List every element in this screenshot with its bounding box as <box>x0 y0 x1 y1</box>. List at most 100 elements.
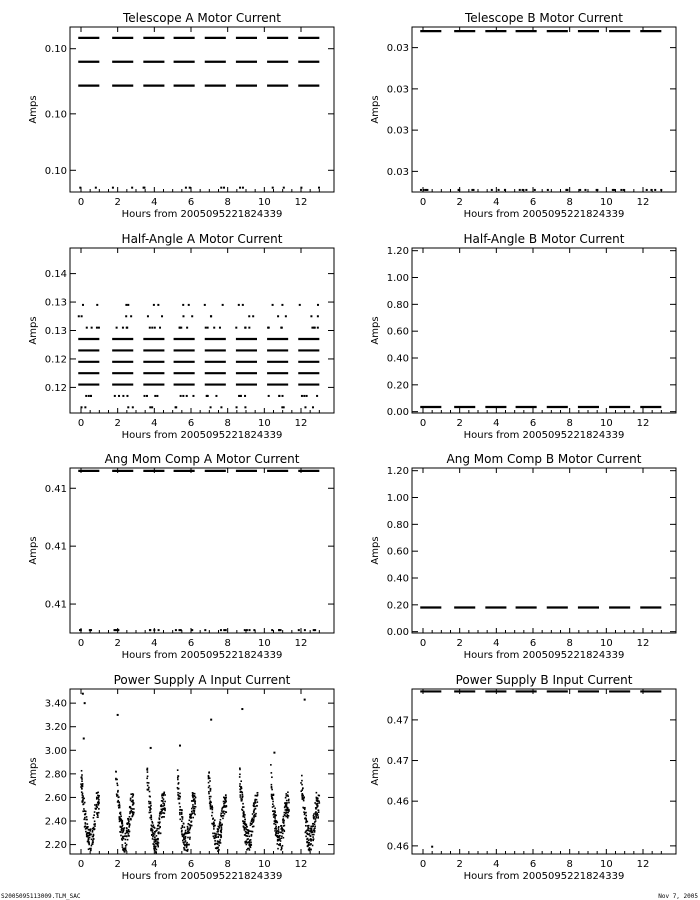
data-point <box>81 784 84 787</box>
x-tick-label: 6 <box>530 418 536 429</box>
data-point <box>97 796 100 798</box>
data-point <box>240 787 243 790</box>
data-point <box>310 315 313 318</box>
data-point <box>159 825 161 828</box>
data-point <box>187 830 190 832</box>
data-point <box>113 394 116 397</box>
data-point <box>132 801 134 803</box>
data-point <box>163 816 165 818</box>
data-point <box>254 805 256 808</box>
data-point <box>279 831 281 834</box>
data-point <box>82 798 84 801</box>
data-point <box>504 188 507 191</box>
data-point <box>190 810 193 813</box>
data-point <box>246 838 249 841</box>
data-point <box>209 807 212 810</box>
data-point <box>153 833 156 835</box>
data-point <box>222 815 225 817</box>
data-point <box>286 816 289 819</box>
outlier-point <box>303 698 306 701</box>
data-point <box>83 813 86 816</box>
data-point <box>179 813 181 816</box>
data-point <box>152 824 155 827</box>
data-point <box>245 841 247 844</box>
data-point <box>155 835 158 837</box>
data-point <box>240 780 243 783</box>
data-point <box>123 851 126 853</box>
data-point <box>216 831 219 833</box>
data-point <box>303 812 306 814</box>
data-point <box>178 797 181 800</box>
data-point <box>317 186 320 189</box>
data-point <box>158 813 161 815</box>
data-point <box>223 802 225 805</box>
data-point <box>208 795 211 798</box>
data-point <box>274 823 277 826</box>
data-point <box>162 812 165 814</box>
data-point <box>222 811 224 814</box>
data-point <box>302 787 304 789</box>
data-point <box>209 790 212 792</box>
data-point <box>89 849 92 852</box>
data-point <box>183 835 185 837</box>
data-point <box>186 825 189 828</box>
data-point <box>315 803 318 805</box>
data-point <box>187 827 189 830</box>
data-point <box>207 775 210 778</box>
data-point <box>124 842 127 844</box>
data-point <box>151 834 153 836</box>
data-point <box>95 796 98 799</box>
data-point <box>305 835 307 838</box>
data-point <box>88 833 91 835</box>
data-point <box>274 827 276 830</box>
data-point <box>244 814 246 816</box>
data-point <box>85 326 88 329</box>
data-point <box>315 791 318 794</box>
data-point <box>303 796 305 799</box>
data-point <box>159 821 161 823</box>
data-point <box>302 806 304 809</box>
data-point <box>272 810 274 812</box>
data-point <box>80 784 83 787</box>
chart-4: Half-Angle B Motor Current 0 2 4 6 8 10 12 Hours… <box>370 232 677 441</box>
data-point <box>131 796 134 798</box>
data-point <box>121 820 124 822</box>
data-points <box>420 690 662 848</box>
data-point <box>223 796 226 799</box>
y-tick-label: 0.14 <box>45 269 67 280</box>
data-point <box>194 805 197 808</box>
data-point <box>193 798 196 800</box>
data-point <box>189 817 192 819</box>
data-point <box>116 795 118 797</box>
data-point <box>248 849 251 851</box>
x-axis-label: Hours from 2005095221824339 <box>122 871 283 882</box>
data-point <box>152 303 155 306</box>
data-point <box>120 834 122 837</box>
data-point <box>311 844 314 847</box>
data-point <box>249 839 252 841</box>
x-tick-label: 12 <box>637 859 650 870</box>
data-point <box>220 828 223 830</box>
data-point <box>246 829 249 831</box>
data-point <box>318 802 321 804</box>
data-point <box>419 188 422 191</box>
data-point <box>303 629 306 632</box>
data-point <box>247 831 250 833</box>
data-point <box>143 394 146 397</box>
x-tick-label: 12 <box>295 638 308 649</box>
data-point <box>187 836 189 839</box>
data-point <box>81 303 84 306</box>
data-point <box>186 326 189 329</box>
data-point <box>89 828 91 831</box>
data-point <box>225 811 228 814</box>
data-point <box>249 824 252 826</box>
data-point <box>92 816 95 819</box>
x-tick-label: 6 <box>188 197 194 208</box>
data-point <box>130 809 133 812</box>
data-point <box>194 813 196 816</box>
data-point <box>301 798 304 800</box>
x-tick-label: 10 <box>258 859 271 870</box>
data-point <box>163 804 166 807</box>
y-tick-label: 0.46 <box>387 841 409 852</box>
data-point <box>312 629 315 632</box>
